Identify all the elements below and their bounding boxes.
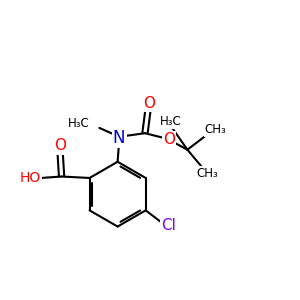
Text: Cl: Cl <box>161 218 176 233</box>
Text: CH₃: CH₃ <box>205 123 226 136</box>
Text: O: O <box>163 133 175 148</box>
Text: H₃C: H₃C <box>68 117 90 130</box>
Text: O: O <box>143 96 155 111</box>
Text: HO: HO <box>19 171 40 185</box>
Text: O: O <box>54 138 66 153</box>
Text: H₃C: H₃C <box>159 115 181 128</box>
Text: N: N <box>113 129 125 147</box>
Text: CH₃: CH₃ <box>196 167 218 180</box>
